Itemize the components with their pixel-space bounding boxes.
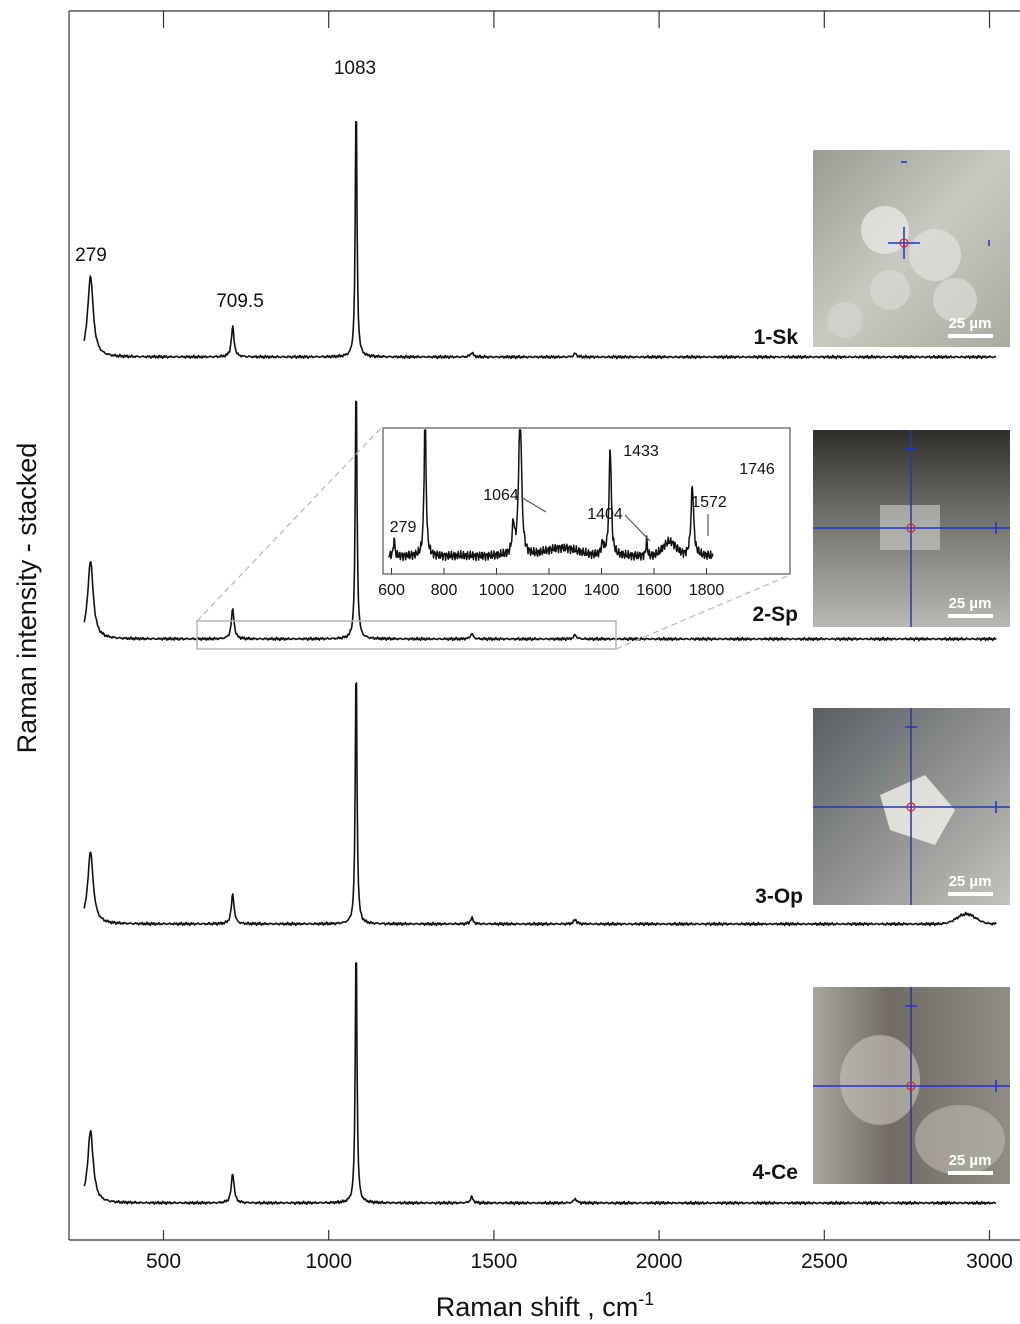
inset-x-tick-label: 1200 — [531, 582, 567, 599]
y-axis-label: Raman intensity - stacked — [12, 443, 42, 754]
micrograph-4: 25 µm — [813, 987, 1010, 1184]
peak-label-279: 279 — [75, 245, 107, 266]
inset-x-tick-label: 800 — [431, 582, 458, 599]
scale-bar-text-4: 25 µm — [949, 1152, 992, 1169]
inset-label-1433: 1433 — [623, 443, 659, 460]
inset-chart: 279 1064 1404 1433 1572 1746 600 800 1000 1… — [378, 427, 791, 599]
x-tick-label: 3000 — [966, 1250, 1013, 1273]
inset-label-1404: 1404 — [587, 506, 623, 523]
micrograph-3: 25 µm — [813, 708, 1010, 905]
inset-x-tick-label: 600 — [378, 582, 405, 599]
inset-label-279: 279 — [390, 519, 417, 536]
inset-x-tick-label: 1600 — [636, 582, 672, 599]
spectrum-2-Sp — [83, 400, 997, 642]
inset-x-tick-label: 1000 — [479, 582, 515, 599]
zoom-connector-right — [615, 574, 791, 650]
spectrum-4-Ce — [83, 962, 997, 1206]
inset-x-tick-label: 1800 — [689, 582, 725, 599]
zoom-region-box — [196, 620, 617, 650]
spectrum-3-Op — [83, 682, 997, 927]
inset-x-tick-label: 1400 — [584, 582, 620, 599]
inset-spectrum — [388, 429, 714, 562]
x-tick-label: 2000 — [636, 1250, 683, 1273]
scale-bar-text-3: 25 µm — [949, 873, 992, 890]
sample-label-2: 2-Sp — [752, 603, 798, 626]
inset-label-1746: 1746 — [739, 461, 775, 478]
x-tick-label: 1000 — [305, 1250, 352, 1273]
sample-label-3: 3-Op — [755, 885, 803, 908]
x-tick-label: 1500 — [471, 1250, 518, 1273]
spectra — [83, 121, 997, 1206]
x-axis-label: Raman shift , cm-1 — [436, 1289, 655, 1322]
spectrum-1-Sk — [83, 121, 997, 360]
sample-label-1: 1-Sk — [754, 326, 799, 349]
inset-pointer-1404 — [624, 514, 651, 542]
x-tick-label: 500 — [146, 1250, 181, 1273]
peak-label-1083: 1083 — [334, 58, 376, 79]
micrograph-1: 25 µm — [813, 150, 1010, 347]
x-axis-ticks: 500 1000 1500 2000 2500 3000 — [146, 11, 1013, 1273]
scale-bar-text-2: 25 µm — [949, 595, 992, 612]
inset-label-1572: 1572 — [691, 494, 727, 511]
micrograph-2: 25 µm — [813, 430, 1010, 627]
peak-label-709: 709.5 — [216, 291, 264, 312]
sample-label-4: 4-Ce — [752, 1161, 798, 1184]
inset-label-1064: 1064 — [483, 487, 519, 504]
zoom-connector-left — [196, 427, 382, 622]
inset-pointer-1064 — [520, 496, 547, 513]
x-tick-label: 2500 — [801, 1250, 848, 1273]
x-axis-label-superscript: -1 — [638, 1289, 654, 1309]
scale-bar-text-1: 25 µm — [949, 315, 992, 332]
